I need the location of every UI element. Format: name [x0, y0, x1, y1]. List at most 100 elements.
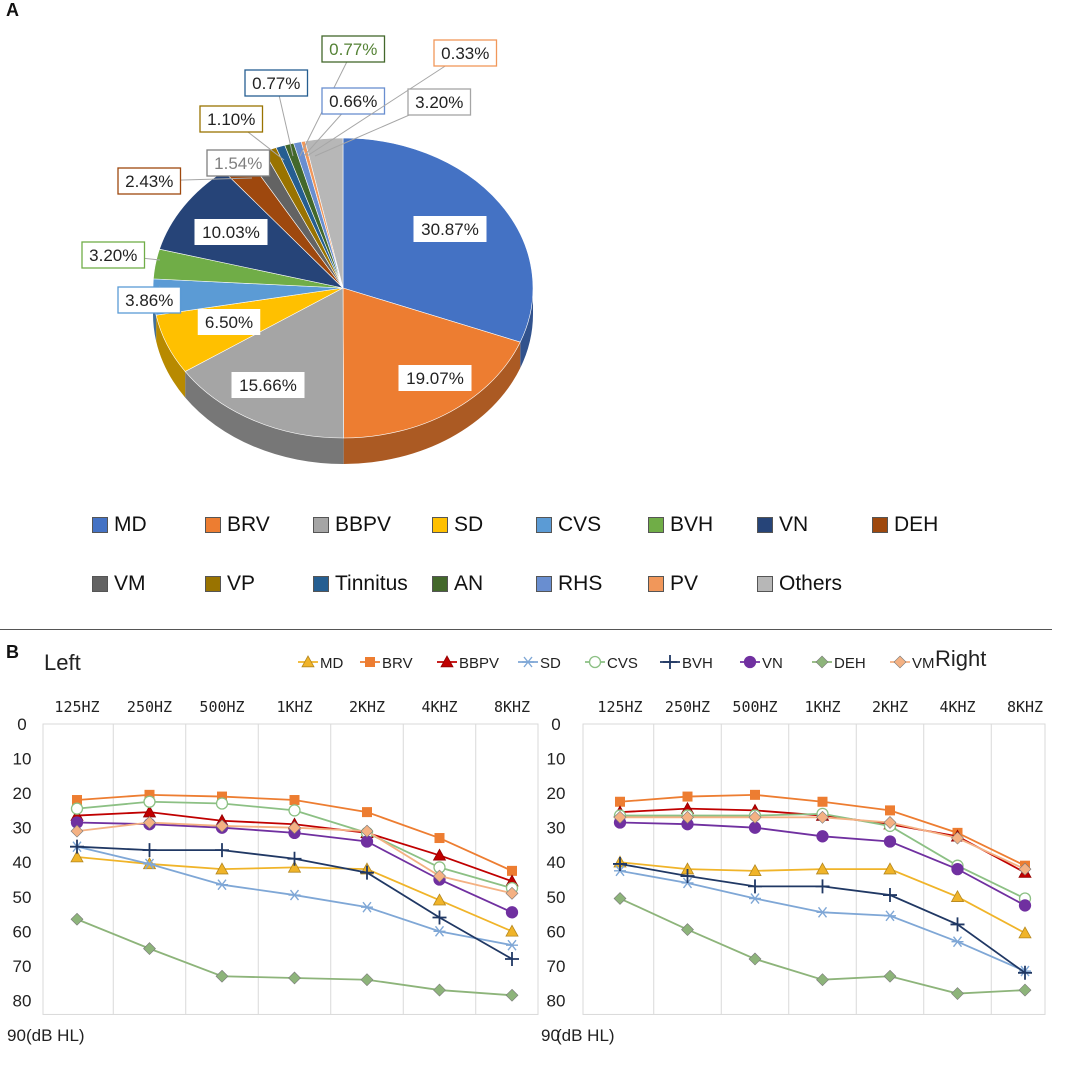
pie-label-box-vn	[194, 219, 268, 245]
x-tick-label-left: 4KHZ	[421, 698, 457, 716]
data-point-right-vm	[748, 810, 762, 824]
data-point-right-bvh	[680, 869, 695, 884]
pie-slice-brv	[342, 287, 521, 439]
y-tick-label-left: 60	[13, 922, 32, 941]
series-right-md	[613, 855, 1032, 939]
left-chart-title: Left	[44, 650, 81, 675]
pie-label-md: 30.87%	[421, 220, 479, 239]
series-legend-label-vn: VN	[762, 655, 783, 672]
data-point-right-brv	[750, 789, 760, 800]
legend-label-tinnitus: Tinnitus	[335, 572, 408, 595]
series-right-vm	[613, 810, 1032, 876]
x-tick-label-left: 1KHZ	[276, 698, 312, 716]
data-point-left-md	[505, 924, 519, 937]
y-tick-label-right: 0	[551, 715, 560, 734]
data-point-right-vn	[748, 821, 762, 834]
legend-label-vm: VM	[114, 572, 146, 595]
series-legend-marker-bbpv	[440, 655, 454, 668]
pie-label-bvh: 3.20%	[89, 246, 137, 265]
y-tick-label-right: 90	[541, 1026, 560, 1045]
data-point-left-bvh	[360, 865, 374, 880]
legend-label-others: Others	[779, 572, 843, 595]
panel-b-label: B	[6, 642, 19, 662]
x-tick-label-right: 1KHZ	[804, 698, 840, 716]
pie-label-an: 0.77%	[329, 40, 377, 59]
legend-swatch-md	[92, 517, 108, 533]
series-legend-marker-vm	[893, 655, 907, 669]
pie-label-vm: 1.54%	[214, 154, 262, 173]
series-legend-item-brv: BRV	[360, 655, 413, 672]
data-point-right-vm	[681, 810, 694, 824]
pie-chart: 30.87% 19.07% 15.66% 6.50% 3.86% 3.20% 10.03% 2…	[81, 35, 534, 465]
legend-item-cvs: CVS	[536, 513, 601, 537]
series-legend-marker-vn	[743, 655, 757, 669]
x-tick-label-right: 500HZ	[732, 698, 777, 716]
legend-label-rhs: RHS	[558, 572, 603, 595]
pie-label-others: 3.20%	[415, 93, 463, 112]
legend-item-bvh: BVH	[648, 513, 713, 537]
pie-label-cvs: 3.86%	[125, 291, 173, 310]
pie-label-vp: 1.10%	[207, 110, 255, 129]
legend-swatch-pv	[648, 576, 664, 592]
data-point-left-brv	[362, 807, 372, 818]
series-legend-marker-cvs	[588, 655, 602, 669]
data-point-right-sd	[816, 906, 829, 918]
y-tick-label-right: 60	[547, 922, 566, 941]
data-point-right-vn	[883, 835, 897, 848]
legend-swatch-vm	[92, 576, 108, 592]
data-point-right-vm	[883, 816, 897, 829]
legend-item-vp: VP	[205, 572, 255, 596]
data-point-left-deh	[288, 971, 301, 985]
pie-label-pv: 0.33%	[441, 44, 489, 63]
data-point-left-bvh	[287, 851, 302, 866]
data-point-left-deh	[360, 973, 374, 987]
pie-label-bbpv: 15.66%	[239, 376, 297, 395]
y-tick-label-right: 10	[547, 750, 566, 769]
data-point-left-md	[287, 860, 302, 873]
data-point-right-vm	[816, 810, 829, 824]
legend-swatch-brv	[205, 517, 221, 533]
series-left-bbpv	[70, 805, 519, 887]
x-tick-label-left: 250HZ	[127, 698, 172, 716]
x-tick-label-right: 8KHZ	[1007, 698, 1043, 716]
pie-label-deh: 2.43%	[125, 172, 173, 191]
pie-slice-others	[304, 137, 344, 289]
series-legend-label-brv: BRV	[382, 655, 413, 672]
pie-label-box-pv	[433, 39, 498, 67]
legend-label-pv: PV	[670, 572, 699, 595]
legend-item-md: MD	[92, 513, 147, 537]
y-unit-label-right: (dB HL)	[556, 1026, 615, 1045]
pie-side-cvs	[153, 288, 157, 342]
legend-label-brv: BRV	[227, 513, 270, 536]
series-legend-item-deh: DEH	[812, 655, 866, 672]
legend-item-vm: VM	[92, 572, 146, 596]
data-point-right-md	[950, 889, 965, 902]
pie-label-sd: 6.50%	[205, 313, 253, 332]
data-point-left-vn	[505, 906, 519, 919]
data-point-right-sd	[749, 893, 761, 904]
legend-item-others: Others	[757, 572, 842, 596]
x-tick-label-left: 8KHZ	[494, 698, 530, 716]
data-point-left-vm	[70, 824, 84, 838]
legend-label-an: AN	[454, 572, 484, 595]
legend-label-bvh: BVH	[670, 513, 714, 536]
data-point-left-bbpv	[432, 848, 447, 861]
data-point-right-md	[883, 862, 897, 875]
x-tick-label-left: 500HZ	[199, 698, 244, 716]
data-point-left-sd	[433, 925, 446, 937]
data-point-right-bvh	[950, 917, 965, 932]
series-legend-item-bbpv: BBPV	[437, 655, 499, 672]
data-point-left-sd	[288, 889, 301, 901]
y-tick-label-left: 80	[13, 991, 32, 1010]
audiogram-charts: 125HZ 250HZ 500HZ 1KHZ 2KHZ 4KHZ 8KHZ 0 10 20 30 40…	[7, 646, 1046, 1045]
pie-label-vn: 10.03%	[202, 223, 260, 242]
series-legend-marker-bvh	[663, 655, 677, 669]
series-legend-marker-sd	[522, 656, 534, 668]
legend-swatch-deh	[872, 517, 888, 533]
data-point-right-deh	[1018, 983, 1032, 997]
data-point-right-bvh	[815, 879, 830, 894]
data-point-left-brv	[72, 795, 82, 806]
pie-label-brv: 19.07%	[406, 369, 464, 388]
pie-labels: 30.87% 19.07% 15.66% 6.50% 3.86% 3.20% 10.03% 2…	[81, 35, 498, 398]
y-tick-label-left: 50	[13, 888, 32, 907]
